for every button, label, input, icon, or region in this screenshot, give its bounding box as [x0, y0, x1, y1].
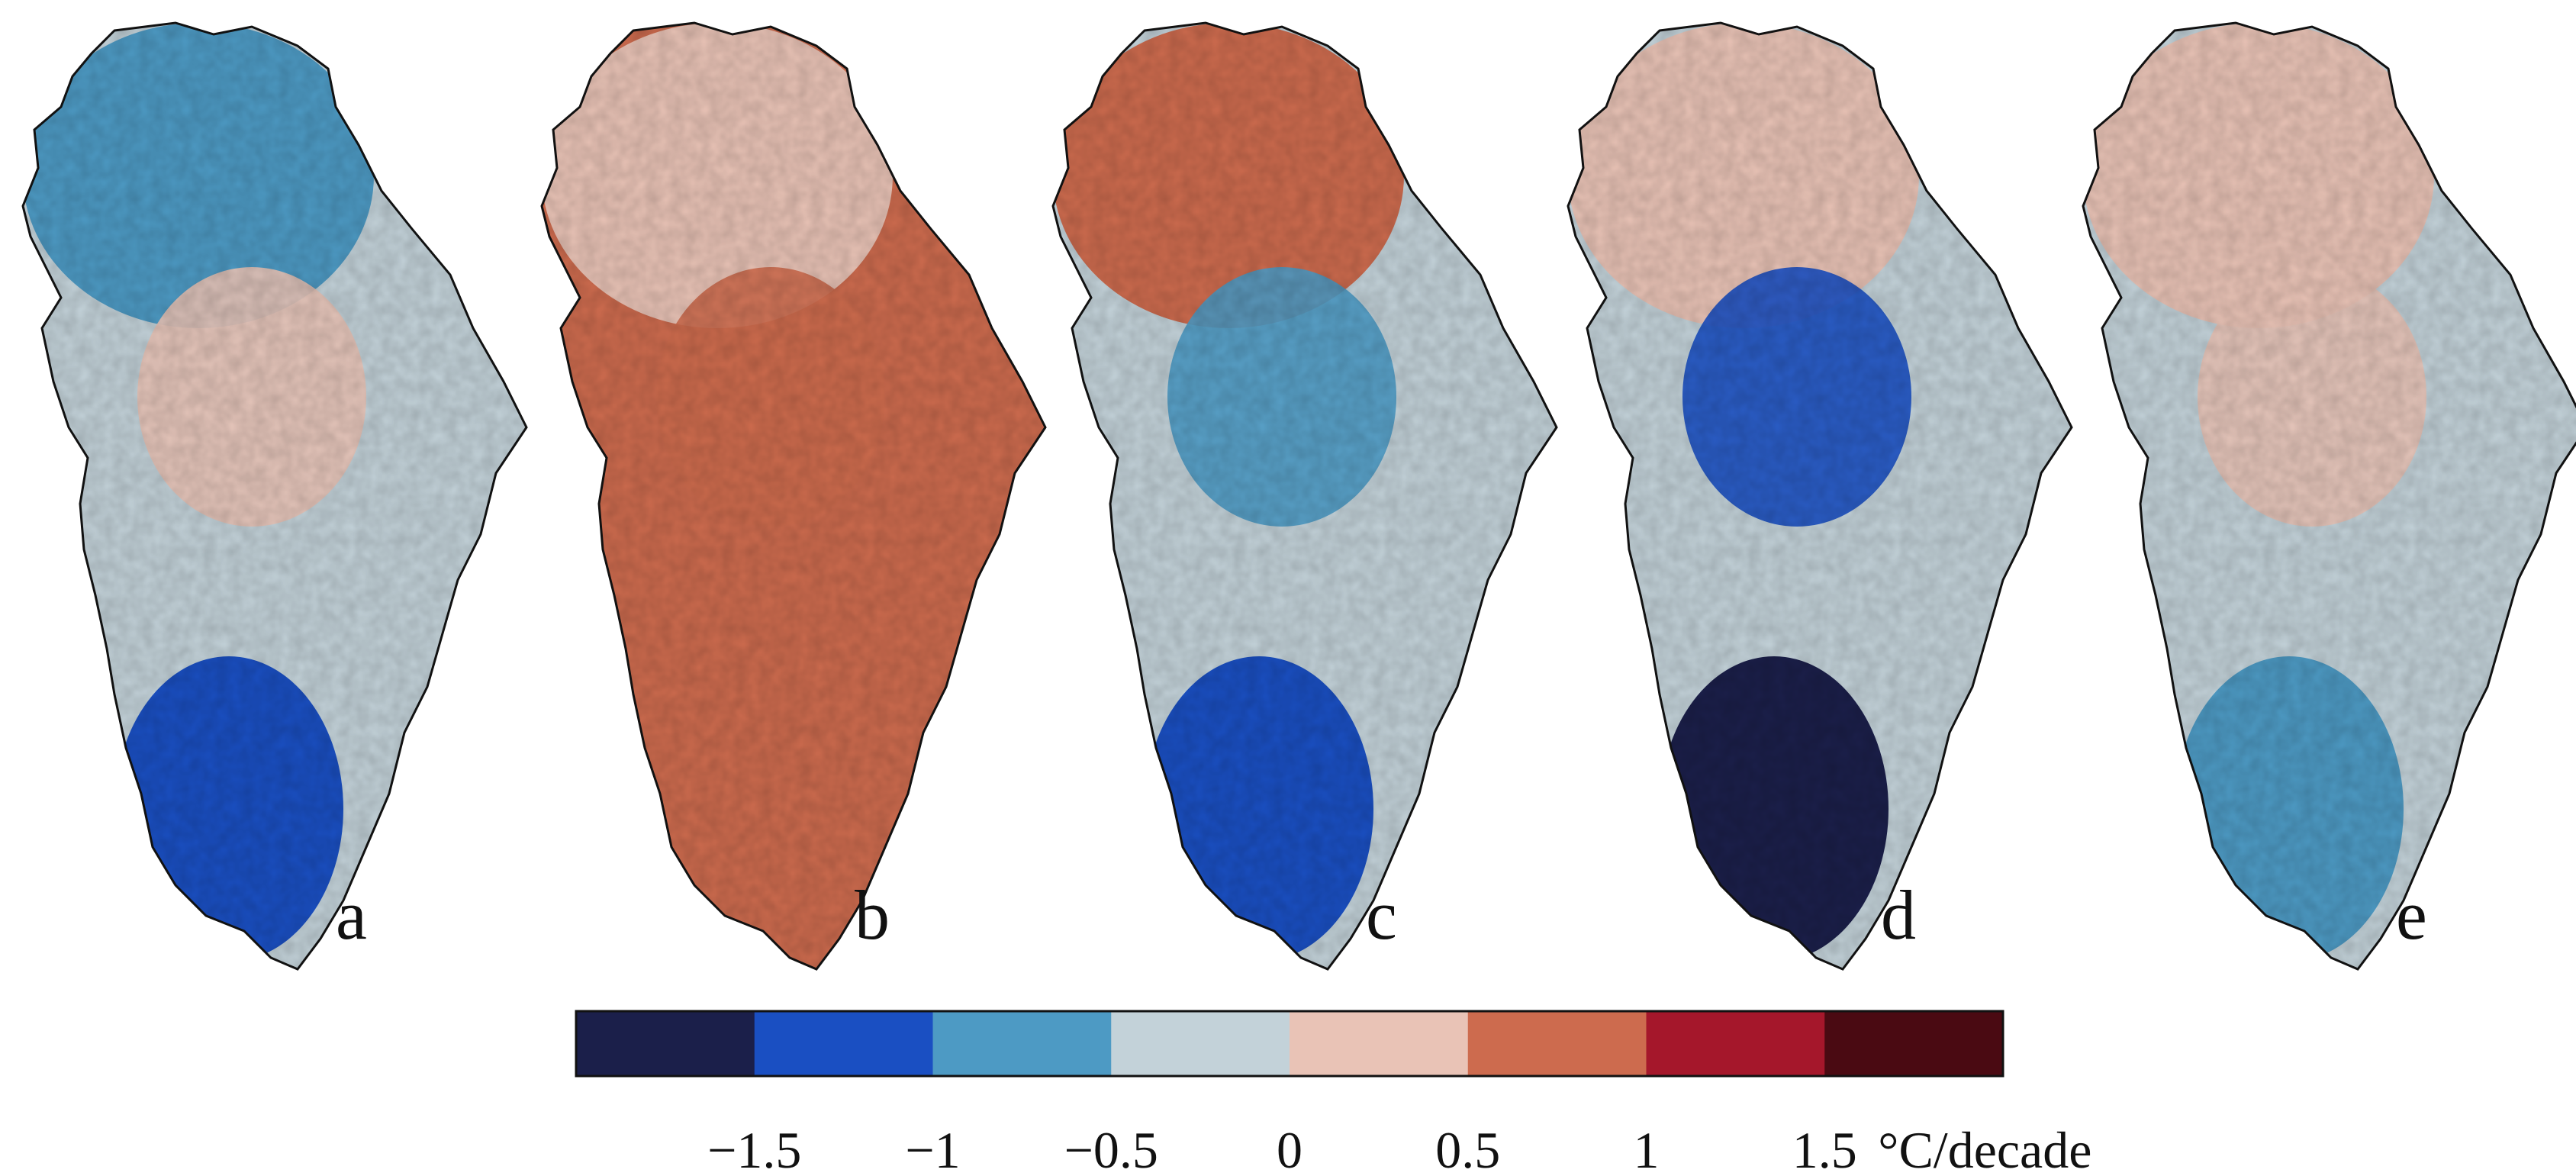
panel-label-e: e [2396, 876, 2427, 954]
colorbar-swatch-0 [576, 1011, 755, 1076]
colorbar-swatch-3 [1111, 1011, 1290, 1076]
colorbar-tick-label: 1 [1634, 1121, 1660, 1176]
colorbar-unit-label: °C/decade [1878, 1121, 2091, 1176]
panel-row: a b c d e [21, 21, 2576, 971]
colorbar-swatch-4 [1290, 1011, 1469, 1076]
map-panel-c: c [1051, 21, 1558, 971]
map-panel-e: e [2082, 21, 2576, 971]
map-panel-b: b [540, 21, 1047, 971]
colorbar: −1.5 −1 −0.5 0 0.5 1 1.5 °C/decade [575, 1010, 2091, 1176]
panel-label-c: c [1366, 876, 1397, 954]
colorbar-frame [575, 1010, 2004, 1078]
colorbar-swatch-5 [1467, 1011, 1647, 1076]
map-panel-a: a [21, 21, 528, 971]
panel-label-d: d [1881, 876, 1916, 954]
panel-e-texture [2083, 23, 2576, 969]
colorbar-tick-label: −0.5 [1064, 1121, 1158, 1176]
panel-label-a: a [336, 876, 367, 954]
colorbar-swatch-7 [1824, 1011, 2004, 1076]
colorbar-tick-label: −1 [905, 1121, 960, 1176]
colorbar-tick-label: −1.5 [707, 1121, 801, 1176]
colorbar-tick-label: 0.5 [1435, 1121, 1500, 1176]
colorbar-swatch-2 [932, 1011, 1112, 1076]
colorbar-swatch-1 [754, 1011, 933, 1076]
colorbar-swatch-6 [1646, 1011, 1825, 1076]
map-panel-d: d [1567, 21, 2073, 971]
panel-label-b: b [855, 876, 890, 954]
colorbar-tick-label: 0 [1277, 1121, 1302, 1176]
colorbar-tick-label: 1.5 [1792, 1121, 1857, 1176]
